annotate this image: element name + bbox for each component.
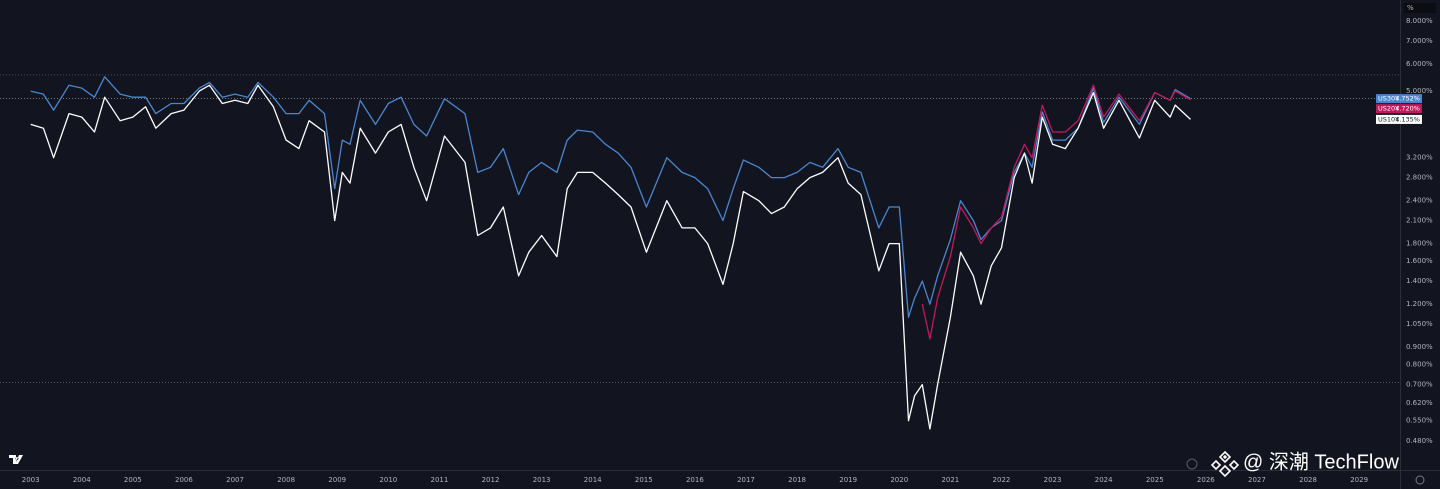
y-tick-label: 6.000% (1406, 60, 1433, 68)
y-tick-label: 1.600% (1406, 257, 1433, 265)
x-tick-label: 2028 (1299, 476, 1317, 484)
series-name: US20Y (1378, 105, 1399, 113)
y-tick-label: 0.480% (1406, 437, 1433, 445)
price-tag-box (1376, 104, 1422, 114)
y-tick-label: 2.100% (1406, 217, 1433, 225)
x-tick-label: 2015 (635, 476, 653, 484)
x-tick-label: 2023 (1044, 476, 1062, 484)
y-tick-label: 0.800% (1406, 361, 1433, 369)
y-tick-label: 1.800% (1406, 240, 1433, 248)
last-value-label: 4.752% (1395, 95, 1420, 103)
last-value-label: 4.135% (1395, 115, 1420, 123)
x-tick-label: 2009 (328, 476, 346, 484)
x-tick-label: 2007 (226, 476, 244, 484)
y-tick-label: 0.700% (1406, 381, 1433, 389)
last-value-label: 4.720% (1395, 105, 1420, 113)
x-tick-label: 2021 (941, 476, 959, 484)
x-tick-label: 2014 (584, 476, 602, 484)
x-tick-label: 2013 (533, 476, 551, 484)
series-line (30, 76, 1191, 318)
y-tick-label: 5.000% (1406, 87, 1433, 95)
x-tick-label: 2025 (1146, 476, 1164, 484)
watermark-logo (1210, 450, 1240, 478)
y-tick-label: 2.800% (1406, 174, 1433, 182)
tradingview-logo (9, 455, 23, 464)
x-tick-label: 2004 (73, 476, 91, 484)
x-tick-label: 2008 (277, 476, 295, 484)
price-tag-box (1376, 114, 1422, 124)
x-tick-label: 2027 (1248, 476, 1266, 484)
series-line (30, 84, 1191, 430)
price-tag-box (1376, 94, 1422, 104)
x-tick-label: 2016 (686, 476, 704, 484)
x-tick-label: 2018 (788, 476, 806, 484)
x-tick-label: 2012 (482, 476, 500, 484)
series-name: US30Y (1378, 95, 1399, 103)
x-tick-label: 2003 (22, 476, 40, 484)
y-tick-label: 1.050% (1406, 320, 1433, 328)
series-name: US10Y (1378, 115, 1399, 123)
y-unit-label: % (1407, 4, 1414, 12)
series-line (921, 84, 1191, 340)
y-tick-label: 0.620% (1406, 399, 1433, 407)
unit-box (1404, 3, 1436, 13)
x-tick-label: 2005 (124, 476, 142, 484)
x-tick-label: 2006 (175, 476, 193, 484)
settings-icon (1415, 475, 1425, 485)
y-tick-label: 3.200% (1406, 154, 1433, 162)
x-tick-label: 2029 (1350, 476, 1368, 484)
y-tick-label: 1.200% (1406, 300, 1433, 308)
x-tick-label: 2010 (379, 476, 397, 484)
x-tick-label: 2020 (890, 476, 908, 484)
x-tick-label: 2026 (1197, 476, 1215, 484)
x-tick-label: 2022 (993, 476, 1011, 484)
x-tick-label: 2011 (431, 476, 449, 484)
replay-icon (1186, 458, 1198, 470)
x-tick-label: 2019 (839, 476, 857, 484)
y-tick-label: 8.000% (1406, 17, 1433, 25)
y-tick-label: 2.400% (1406, 197, 1433, 205)
watermark: @ 深潮 TechFlow (1243, 450, 1399, 473)
y-tick-label: 1.400% (1406, 277, 1433, 285)
x-tick-label: 2017 (737, 476, 755, 484)
x-tick-label: 2024 (1095, 476, 1113, 484)
y-tick-label: 7.000% (1406, 37, 1433, 45)
y-tick-label: 0.550% (1406, 417, 1433, 425)
y-tick-label: 0.900% (1406, 343, 1433, 351)
